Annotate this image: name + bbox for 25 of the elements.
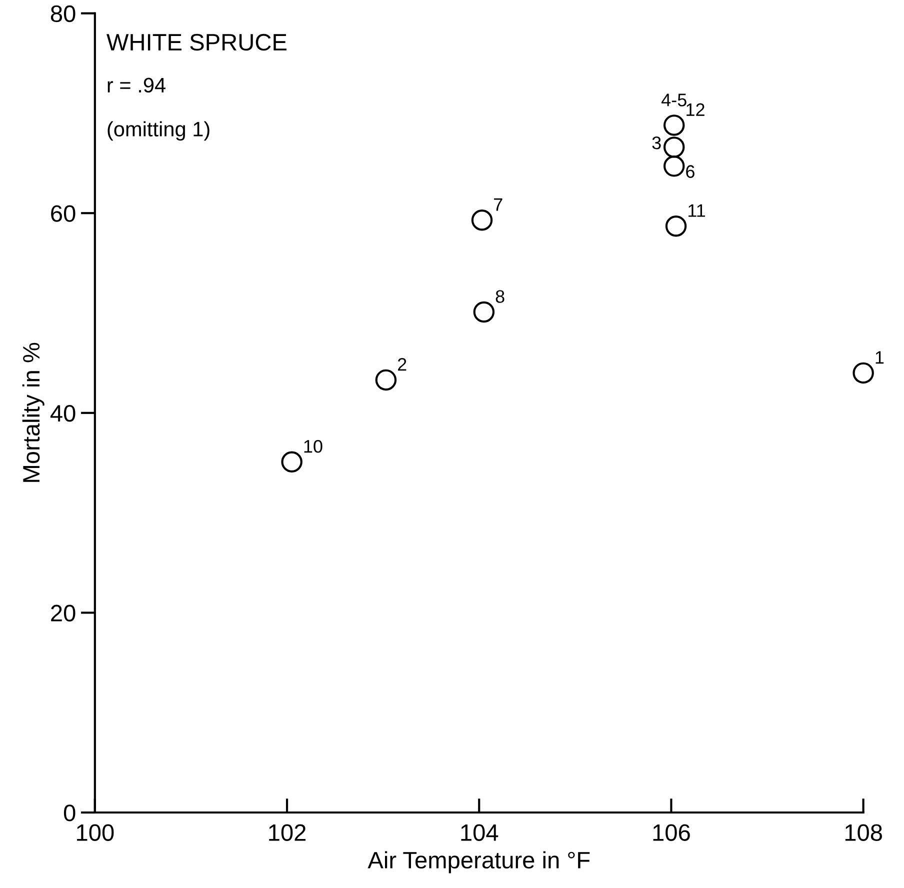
x-tick-label: 102 xyxy=(269,824,306,841)
annotation: r = .94 xyxy=(108,78,166,93)
y-axis-title: Mortality in % xyxy=(22,342,44,482)
annotation: (omitting 1) xyxy=(108,121,210,141)
y-tick-label: 80 xyxy=(50,5,76,22)
annotation: 11 xyxy=(688,204,706,217)
y-tick-label: 20 xyxy=(51,604,76,622)
annotation: 8 xyxy=(496,290,504,303)
annotation: 7 xyxy=(494,198,502,211)
x-axis-title: Air Temperature in °F xyxy=(368,851,590,874)
x-tick-label: 106 xyxy=(653,824,690,841)
y-tick-label: 0 xyxy=(64,804,76,822)
annotation: WHITE SPRUCE xyxy=(106,34,286,51)
annotation: 4-5 xyxy=(661,94,686,106)
x-tick-label: 104 xyxy=(461,824,498,841)
annotation: 12 xyxy=(686,103,704,116)
x-tick-label: 108 xyxy=(845,824,882,841)
y-tick-label: 40 xyxy=(50,404,76,422)
annotation: 2 xyxy=(398,358,406,371)
x-tick-label: 100 xyxy=(77,824,114,841)
annotation: 1 xyxy=(876,351,884,364)
annotation: 3 xyxy=(652,136,661,150)
y-tick-label: 60 xyxy=(51,205,76,222)
annotation: 10 xyxy=(304,440,322,453)
annotation: 6 xyxy=(686,165,694,178)
